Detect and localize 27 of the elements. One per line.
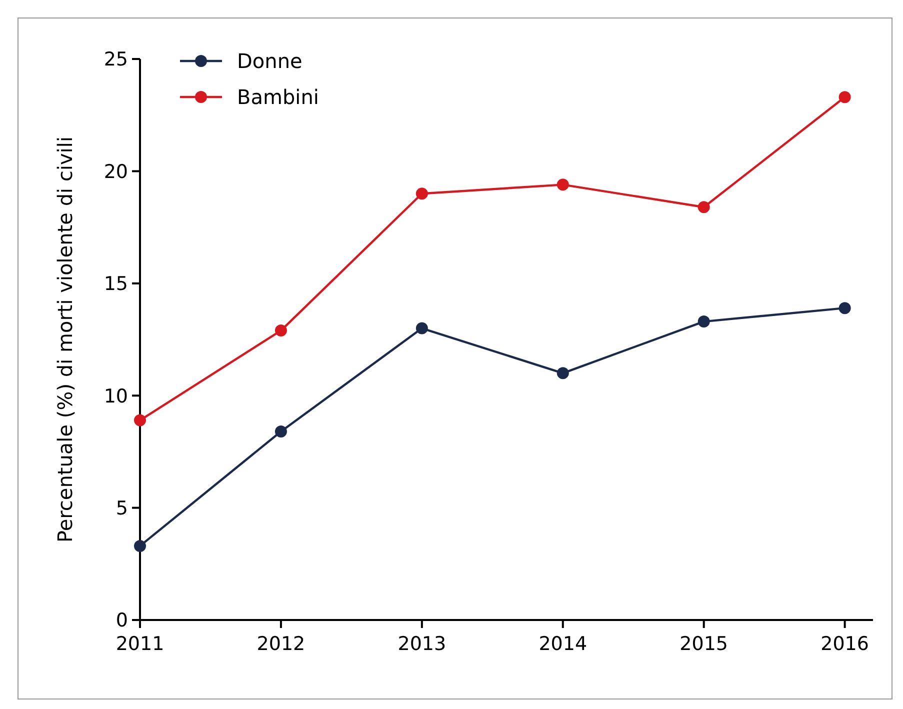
point (134, 540, 146, 552)
y-tick-label: 20 (104, 160, 128, 183)
point (838, 302, 851, 314)
y-tick-label: 15 (104, 273, 128, 296)
x-tick-label: 2016 (820, 633, 869, 655)
point (838, 91, 851, 104)
x-tick-label: 2015 (680, 633, 728, 655)
point (416, 188, 428, 200)
x-tick-label: 2011 (116, 633, 164, 655)
point (274, 426, 287, 438)
legend-label: Donne (237, 49, 302, 73)
y-tick-label: 5 (116, 497, 128, 520)
legend-label: Bambini (237, 85, 319, 109)
point (556, 367, 569, 380)
point (698, 316, 710, 328)
point (274, 324, 287, 337)
x-tick-label: 2014 (538, 633, 588, 655)
point (556, 178, 569, 191)
x-tick-label: 2013 (398, 633, 446, 655)
point (134, 414, 146, 426)
point (698, 201, 710, 214)
y-tick-label: 25 (104, 48, 128, 71)
y-axis-title: Percentuale (%) di morti violente di civili (53, 136, 77, 543)
y-tick-label: 0 (116, 610, 128, 632)
y-tick-label: 10 (104, 385, 128, 408)
point (416, 322, 428, 334)
x-tick-label: 2012 (256, 633, 306, 655)
